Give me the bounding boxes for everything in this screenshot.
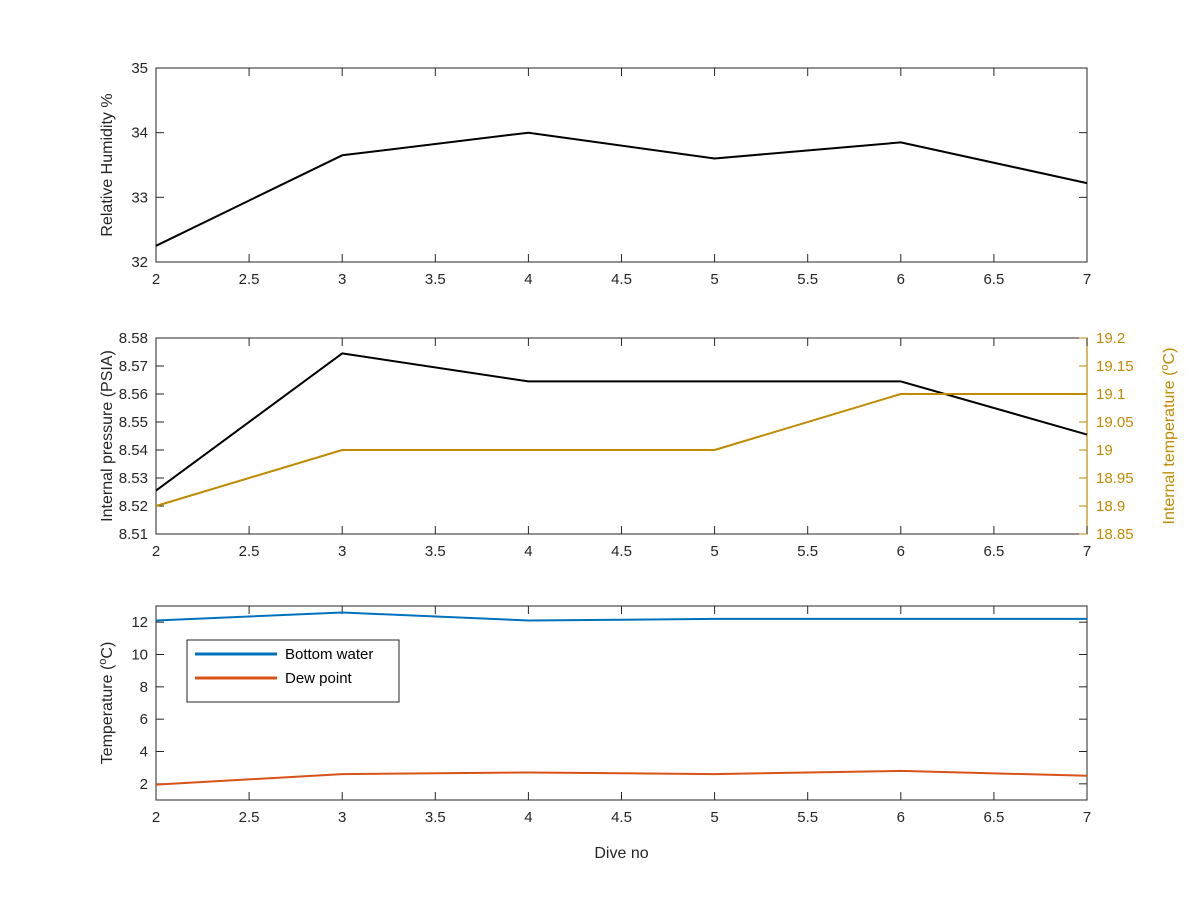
y-right-tick-label: 19.05: [1096, 414, 1134, 431]
x-tick-label: 4.5: [611, 543, 632, 560]
x-tick-label: 6: [897, 809, 905, 826]
x-tick-label: 6: [897, 543, 905, 560]
x-tick-label: 3.5: [425, 809, 446, 826]
x-tick-label: 4: [524, 543, 532, 560]
legend-label: Bottom water: [285, 646, 373, 663]
axes-box: [155, 337, 1088, 535]
axes-box: [155, 67, 1088, 263]
x-tick-label: 7: [1083, 271, 1091, 288]
legend-label: Dew point: [285, 670, 353, 687]
y-tick-label: 10: [131, 647, 148, 664]
y-tick-label: 8.56: [119, 386, 148, 403]
x-tick-label: 3.5: [425, 543, 446, 560]
x-tick-label: 6: [897, 271, 905, 288]
x-tick-label: 5: [710, 543, 718, 560]
y-axis-label: Relative Humidity %: [99, 93, 116, 236]
y-tick-label: 8: [140, 679, 148, 696]
y-right-axis-label: Internal temperature (oC): [1159, 348, 1178, 525]
x-tick-label: 5.5: [797, 543, 818, 560]
subplot-2: 2 2.5 3 3.5 4 4.5 5 5.5 6 6.5 7 8.51 8.52 8.53 8.54 8.5…: [99, 330, 1178, 560]
x-tick-label: 5: [710, 271, 718, 288]
x-tick-label: 2.5: [239, 809, 260, 826]
x-tick-label: 6.5: [983, 271, 1004, 288]
x-tick-label: 6.5: [983, 809, 1004, 826]
y-axis-label: Internal pressure (PSIA): [99, 350, 116, 522]
x-tick-label: 5.5: [797, 809, 818, 826]
y-tick-label: 6: [140, 711, 148, 728]
y-right-tick-label: 19: [1096, 442, 1113, 459]
y-tick-label: 2: [140, 776, 148, 793]
x-tick-label: 7: [1083, 543, 1091, 560]
y-tick-label: 34: [131, 125, 148, 142]
axes-box: [155, 605, 1088, 801]
x-tick-label: 2.5: [239, 543, 260, 560]
x-tick-label: 3: [338, 271, 346, 288]
x-tick-label: 4: [524, 271, 532, 288]
x-tick-label: 5.5: [797, 271, 818, 288]
x-tick-label: 7: [1083, 809, 1091, 826]
y-right-tick-label: 18.85: [1096, 526, 1134, 543]
x-tick-label: 4: [524, 809, 532, 826]
y-tick-label: 8.54: [119, 442, 148, 459]
series-line-2: [155, 393, 1087, 507]
y-tick-label: 32: [131, 254, 148, 271]
series-line-1: [155, 352, 1088, 492]
series-line-1: [155, 611, 1087, 622]
y-tick-label: 4: [140, 744, 148, 761]
x-tick-label: 5: [710, 809, 718, 826]
x-tick-label: 2: [152, 543, 160, 560]
y-right-tick-label: 19.15: [1096, 358, 1134, 375]
y-axis-label: Temperature (oC): [97, 642, 116, 765]
series-line-2: [155, 769, 1088, 786]
y-tick-label: 8.51: [119, 526, 148, 543]
y-tick-label: 8.52: [119, 498, 148, 515]
y-tick-label: 12: [131, 614, 148, 631]
y-tick-label: 8.57: [119, 358, 148, 375]
subplot-1: 2 2.5 3 3.5 4 4.5 5 5.5 6 6.5 7 32 33 34 35 Relative Hu…: [99, 60, 1091, 288]
x-tick-label: 2: [152, 809, 160, 826]
y-tick-label: 33: [131, 189, 148, 206]
y-right-tick-label: 18.9: [1096, 498, 1125, 515]
y-tick-label: 35: [131, 60, 148, 77]
legend: Bottom water Dew point: [186, 639, 400, 703]
y-right-tick-label: 19.1: [1096, 386, 1125, 403]
y-right-tick-label: 19.2: [1096, 330, 1125, 347]
y-tick-label: 8.58: [119, 330, 148, 347]
x-tick-label: 3.5: [425, 271, 446, 288]
series-line-1: [155, 131, 1088, 247]
legend-box: [186, 639, 400, 703]
x-tick-label: 2: [152, 271, 160, 288]
y-tick-label: 8.55: [119, 414, 148, 431]
y-tick-label: 8.53: [119, 470, 148, 487]
x-tick-label: 3: [338, 543, 346, 560]
subplot-3: 2 2.5 3 3.5 4 4.5 5 5.5 6 6.5 7 2 4 6 8 10 12 Temperature…: [97, 605, 1091, 862]
x-tick-label: 4.5: [611, 809, 632, 826]
x-axis-label: Dive no: [594, 845, 648, 862]
x-tick-label: 4.5: [611, 271, 632, 288]
x-tick-label: 3: [338, 809, 346, 826]
x-tick-label: 2.5: [239, 271, 260, 288]
y-right-tick-label: 18.95: [1096, 470, 1134, 487]
x-tick-label: 6.5: [983, 543, 1004, 560]
